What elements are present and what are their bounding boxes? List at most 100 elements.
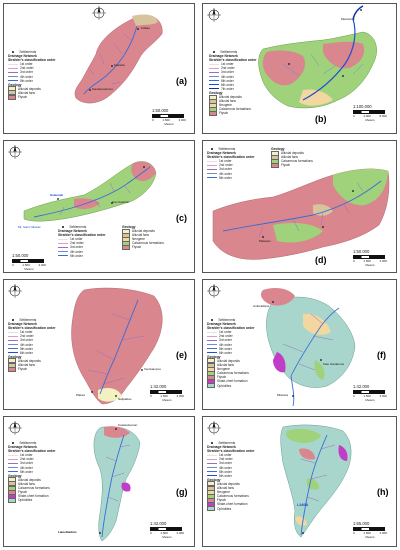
basin-map-f (261, 288, 356, 407)
order-5-line-icon (207, 177, 217, 179)
settlement-label: Kastella (114, 63, 125, 67)
scale-units: Meters (24, 267, 34, 271)
settlement-icon (211, 147, 214, 151)
ophiolites-swatch (207, 506, 215, 512)
scale-tick: 8.000 (379, 114, 387, 118)
legend-order-1: 1st order (20, 453, 33, 458)
legend-order-5: 5th order (221, 78, 234, 83)
map-panel-f: Ambelokipoi Kato Gardamos Mirkolos Settl… (202, 279, 397, 410)
legend-order-2: 2nd order (20, 457, 34, 462)
map-panel-a: Kollias Kastella Kanalopotamos Settlemen… (3, 3, 195, 134)
legend-order-1: 1st order (20, 330, 33, 335)
legend: Settlements Drainage Network Strahler's … (209, 50, 279, 116)
legend-order-4: 4th order (219, 465, 232, 470)
legend-settlements: Settlements (220, 50, 238, 54)
settlement-label: Nafpaktos (118, 397, 132, 401)
legend-order-1: 1st order (221, 62, 234, 67)
order-6-line-icon (207, 352, 217, 354)
scale-bar: 1:50.000 0 1.500 3.000 Meters (353, 249, 387, 267)
legend-order-5: 5th order (219, 469, 232, 474)
legend-order-6: 6th order (219, 473, 232, 478)
panel-label: (h) (377, 487, 389, 497)
legend-order-1: 1st order (219, 159, 232, 164)
scale-tick: 1.500 (363, 394, 371, 398)
legend-order-5: 5th order (20, 78, 33, 83)
flysch-swatch (122, 245, 130, 251)
order-1-line-icon (207, 331, 217, 333)
legend: Settlements Drainage Network Strahler's … (207, 147, 269, 180)
legend-order-3: 3rd order (70, 245, 83, 250)
legend-alluvial-deposits: Alluvial deposits (217, 481, 240, 486)
legend-order-1: 1st order (20, 62, 33, 67)
legend-heading: Drainage Network (8, 322, 37, 327)
basin-map-a (74, 14, 163, 104)
order-5-line-icon (8, 348, 18, 350)
settlement-label: Kato Gardamos (323, 362, 345, 366)
scale-ratio: 1:65.000 (353, 521, 370, 526)
legend-heading: Geology (8, 82, 22, 87)
legend-ophiolites: Ophiolites (217, 506, 232, 511)
settlement-label: Kollias (141, 26, 150, 30)
scale-tick: 1.500 (363, 531, 371, 535)
basin-map-e (71, 287, 163, 405)
scale-ratio: 1:50.000 (152, 108, 169, 113)
legend-flysch: Flysch (219, 111, 229, 116)
legend-heading: Strahler's classification order (207, 449, 255, 454)
scale-tick: 0 (12, 263, 14, 267)
scale-tick: 3.000 (379, 259, 387, 263)
legend-alluvial-deposits: Alluvial deposits (132, 229, 155, 234)
north-arrow-icon (207, 284, 221, 298)
legend-order-5: 5th order (219, 346, 232, 351)
order-5-line-icon (8, 471, 18, 473)
legend-shale-chert: Shale-chert formation (18, 494, 49, 499)
legend-heading: Drainage Network (207, 151, 236, 156)
legend-alluvial-fans: Alluvial fans (281, 155, 299, 160)
basin-map-c (23, 161, 157, 222)
scale-bar: 1:42.000 0 1.500 3.000 Meters (150, 384, 184, 402)
scale-units: Meters (365, 535, 375, 539)
flysch-swatch (8, 94, 16, 100)
legend-order-5: 5th order (70, 253, 83, 258)
legend-settlements: Settlements (19, 318, 37, 322)
scale-ratio: 1:50.000 (12, 253, 29, 258)
legend-settlements: Settlements (218, 318, 236, 322)
legend-order-6: 6th order (221, 82, 234, 87)
scale-tick: 0 (353, 114, 355, 118)
legend-alluvial-fans: Alluvial fans (217, 363, 235, 368)
settlement-label: Kalamaki (50, 193, 64, 197)
legend-calcareous: Calcareous formations (132, 241, 164, 246)
scale-tick: 1.500 (162, 118, 170, 122)
settlement-label: Ambelokipoi (253, 304, 270, 308)
legend-shale-chert: Shale-chert formation (217, 502, 248, 507)
scale-bar: 1:50.000 0 1.500 3.000 Meters (152, 108, 186, 126)
legend-heading: Geology (207, 354, 221, 359)
scale-units: Meters (164, 122, 174, 126)
order-2-line-icon (207, 458, 217, 460)
scale-bar: 1:42.000 0 1.500 3.000 Meters (353, 384, 387, 402)
legend-heading: Drainage Network (207, 322, 236, 327)
legend-heading: Geology (8, 473, 22, 478)
settlement-label: Plakes (76, 393, 86, 397)
legend-order-3: 3rd order (219, 167, 232, 172)
legend-heading: Strahler's classification order (8, 58, 56, 63)
legend-alluvial-deposits: Alluvial deposits (18, 86, 41, 91)
legend-heading: Drainage Network (209, 54, 238, 59)
settlement-label: Kostandounan (118, 423, 138, 427)
scale-tick: 0 (353, 259, 355, 263)
order-5-line-icon (8, 80, 18, 82)
legend-heading: Strahler's classification order (8, 449, 56, 454)
legend-order-2: 2nd order (70, 241, 84, 246)
scale-tick: 1.500 (160, 531, 168, 535)
legend-alluvial-deposits: Alluvial deposits (217, 358, 240, 363)
ophiolites-swatch (8, 497, 16, 503)
legend: Settlements Drainage Network Strahler's … (8, 50, 78, 100)
legend-geology: Geology Alluvial deposits Alluvial fans … (271, 147, 341, 168)
settlement-label: Lianokladion (58, 530, 77, 534)
panel-label: (a) (176, 76, 187, 86)
legend-heading: Drainage Network (58, 229, 87, 234)
settlement-label: Kanalopotamos (92, 87, 113, 91)
legend-order-5: 5th order (20, 469, 33, 474)
legend-heading: Geology (209, 90, 223, 95)
order-6-line-icon (209, 84, 219, 86)
map-panel-h: LAMIA Settlements Drainage Network Strah… (202, 416, 397, 547)
